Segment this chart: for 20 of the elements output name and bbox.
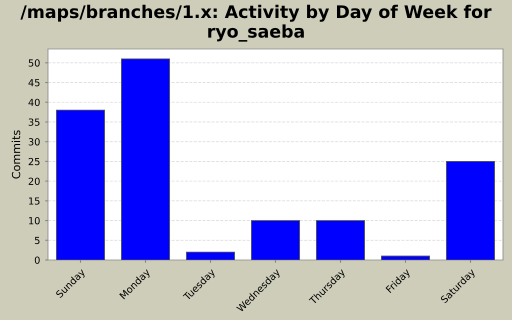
- bar: [251, 220, 300, 260]
- y-tick-label: 30: [28, 138, 40, 146]
- y-tick-label: 5: [34, 236, 40, 244]
- y-tick-label: 10: [29, 217, 40, 224]
- y-tick-label: 15: [29, 197, 40, 205]
- y-tick-label: 40: [28, 98, 40, 106]
- chart-title: /maps/branches/1.x: Activity by Day of Week for ryo_saeba: [20, 4, 492, 42]
- bar: [316, 220, 365, 260]
- bar: [121, 58, 170, 260]
- bar: [186, 252, 235, 260]
- y-tick-label: 0: [34, 256, 40, 264]
- y-tick-label: 25: [28, 158, 40, 166]
- y-tick-label: 45: [28, 79, 40, 86]
- bar: [381, 256, 430, 260]
- y-axis-title: Commits: [12, 130, 20, 179]
- y-tick-label: 50: [28, 59, 40, 67]
- y-tick-label: 35: [28, 118, 40, 126]
- bar: [446, 160, 495, 260]
- bar: [56, 110, 105, 260]
- y-tick-label: 20: [28, 178, 40, 185]
